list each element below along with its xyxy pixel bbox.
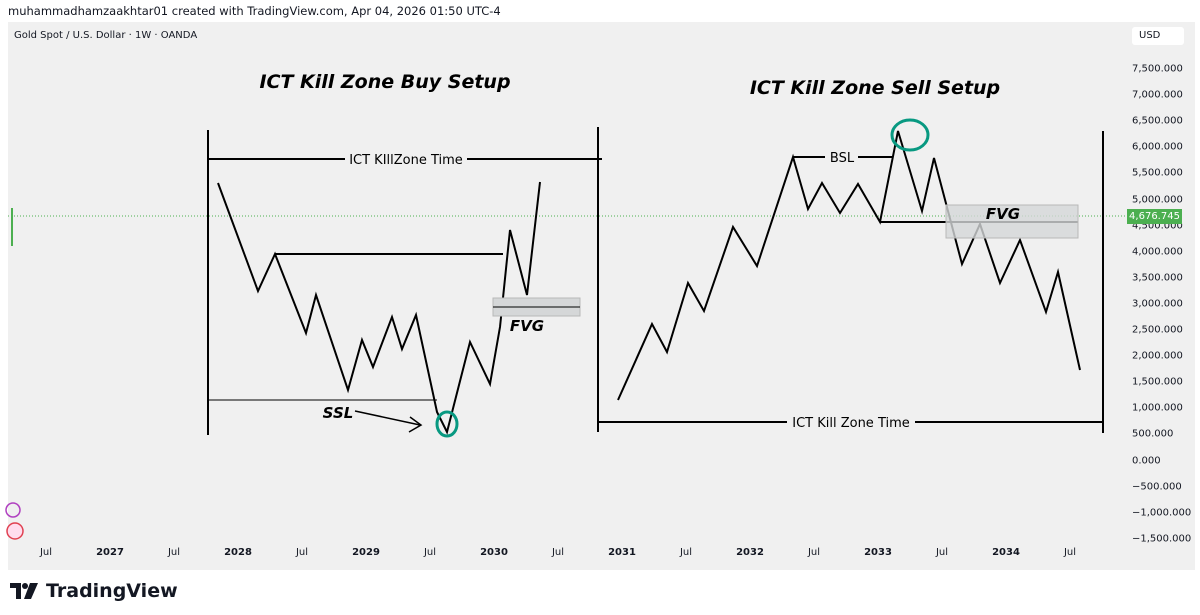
- buy-title[interactable]: ICT Kill Zone Buy Setup: [259, 71, 510, 93]
- price-tick: −1,000.000: [1132, 507, 1192, 519]
- fvg-sell-box[interactable]: [945, 204, 1079, 239]
- ssl-arrow[interactable]: [354, 410, 421, 426]
- time-tick: 2032: [736, 547, 764, 558]
- price-tick: 3,500.000: [1132, 272, 1183, 284]
- tradingview-logo[interactable]: TradingView: [10, 580, 178, 602]
- current-price-label: 4,676.745: [1127, 209, 1182, 224]
- time-tick: 2029: [352, 547, 380, 558]
- time-tick: Jul: [679, 547, 693, 558]
- price-tick: 6,500.000: [1132, 115, 1183, 127]
- buy-time-label[interactable]: ICT KIllZone Time: [349, 153, 463, 168]
- time-tick: Jul: [167, 547, 181, 558]
- price-tick: −1,500.000: [1132, 533, 1192, 545]
- price-tick: 1,000.000: [1132, 402, 1183, 414]
- price-tick: 7,500.000: [1132, 63, 1183, 75]
- time-tick: 2030: [480, 547, 508, 558]
- price-tick: 2,500.000: [1132, 324, 1183, 336]
- price-tick: 1,500.000: [1132, 376, 1183, 388]
- time-tick: Jul: [423, 547, 437, 558]
- ssl-circle[interactable]: [435, 410, 459, 438]
- sell-time-label[interactable]: ICT Kill Zone Time: [792, 416, 910, 431]
- time-tick: 2034: [992, 547, 1020, 558]
- tradingview-logo-icon: [10, 583, 38, 599]
- arrow-head-icon: [408, 416, 423, 433]
- ssl-label[interactable]: SSL: [323, 404, 354, 422]
- time-tick: 2027: [96, 547, 124, 558]
- fvg-sell-label[interactable]: FVG: [986, 205, 1020, 223]
- price-tick: 500.000: [1132, 428, 1174, 440]
- time-tick: Jul: [935, 547, 949, 558]
- sell-title[interactable]: ICT Kill Zone Sell Setup: [750, 77, 1000, 99]
- time-tick: Jul: [1063, 547, 1077, 558]
- time-tick: Jul: [295, 547, 309, 558]
- price-tick: 2,000.000: [1132, 350, 1183, 362]
- event-bolt-icon[interactable]: [5, 502, 21, 518]
- price-tick: 4,000.000: [1132, 246, 1183, 258]
- time-tick: Jul: [807, 547, 821, 558]
- time-tick: Jul: [39, 547, 53, 558]
- price-tick: −500.000: [1132, 481, 1182, 493]
- symbol-legend[interactable]: Gold Spot / U.S. Dollar · 1W · OANDA: [14, 30, 198, 41]
- buy-price-path[interactable]: [217, 181, 541, 435]
- price-tick: 6,000.000: [1132, 141, 1183, 153]
- time-tick: 2031: [608, 547, 636, 558]
- price-tick: 4,500.000: [1132, 220, 1183, 232]
- price-tick: 3,000.000: [1132, 298, 1183, 310]
- price-tick: 5,000.000: [1132, 194, 1183, 205]
- bsl-label[interactable]: BSL: [830, 151, 855, 166]
- time-tick: 2033: [864, 547, 892, 558]
- time-tick: 2028: [224, 547, 252, 558]
- sell-price-path[interactable]: [617, 130, 1081, 401]
- price-tick: 5,500.000: [1132, 167, 1183, 179]
- chart-pane[interactable]: [8, 22, 1195, 570]
- price-tick: 0.000: [1132, 455, 1161, 466]
- brand-name: TradingView: [46, 580, 178, 602]
- currency-button[interactable]: USD: [1132, 27, 1184, 45]
- fvg-buy-label[interactable]: FVG: [510, 317, 544, 335]
- bsl-circle[interactable]: [890, 118, 930, 152]
- time-tick: Jul: [551, 547, 565, 558]
- event-flag-icon[interactable]: [6, 522, 24, 540]
- credit-text: muhammadhamzaakhtar01 created with Tradi…: [8, 4, 501, 18]
- price-tick: 7,000.000: [1132, 89, 1183, 101]
